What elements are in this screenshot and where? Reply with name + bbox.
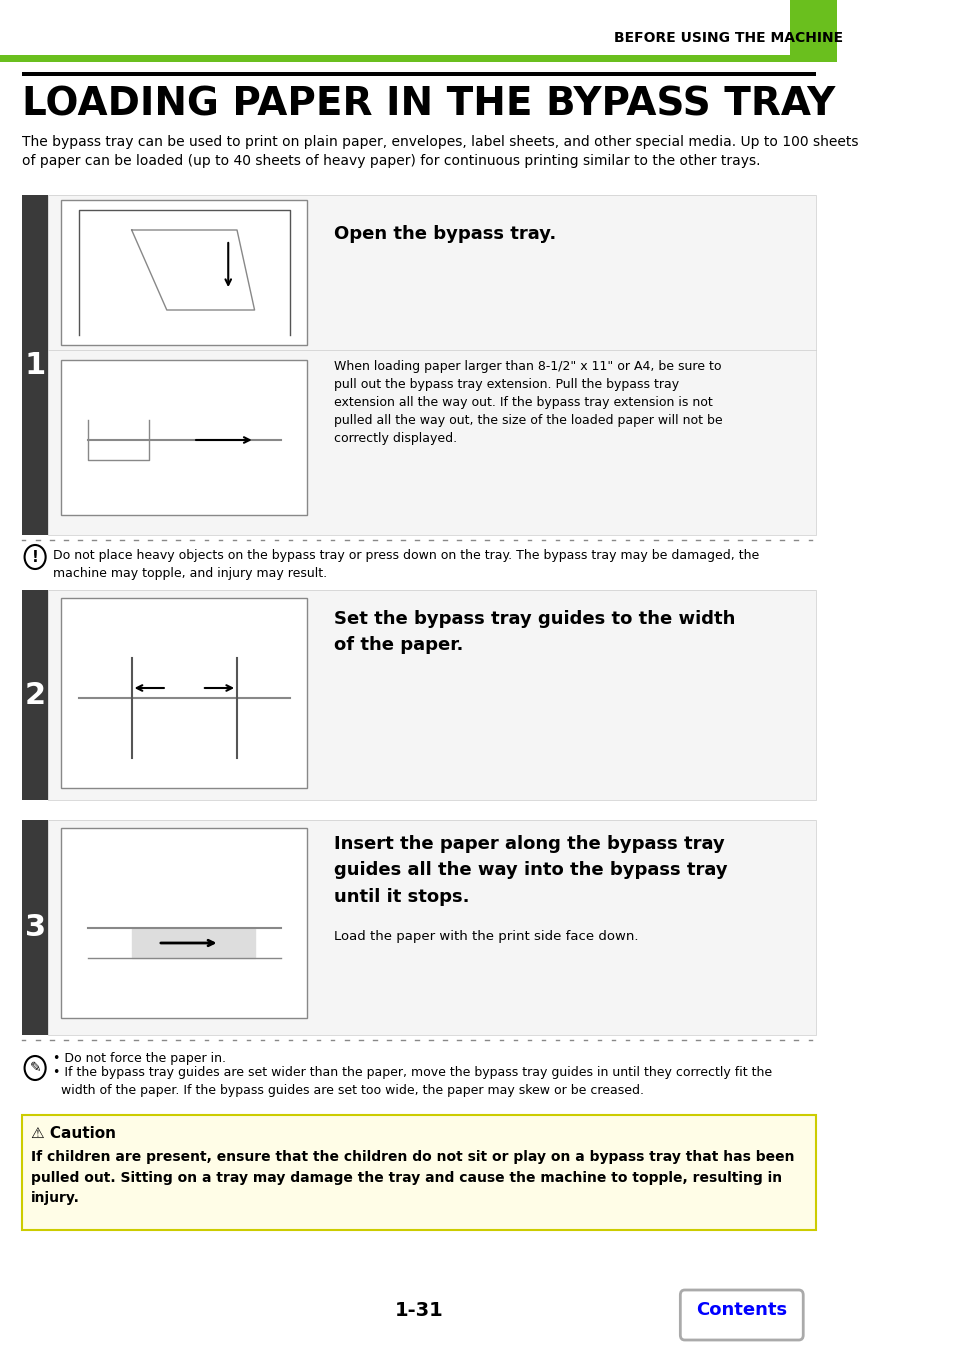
- Bar: [49, 819, 815, 1035]
- Bar: [61, 828, 307, 1018]
- Text: 2: 2: [25, 680, 46, 710]
- Bar: [49, 194, 815, 535]
- Text: !: !: [31, 549, 38, 564]
- Text: ✎: ✎: [30, 1061, 41, 1075]
- Text: Load the paper with the print side face down.: Load the paper with the print side face …: [334, 930, 638, 944]
- Bar: [789, 0, 837, 55]
- Circle shape: [25, 1056, 46, 1080]
- Text: ⚠ Caution: ⚠ Caution: [30, 1126, 115, 1141]
- Bar: [22, 590, 49, 801]
- Bar: [61, 598, 307, 788]
- Text: LOADING PAPER IN THE BYPASS TRAY: LOADING PAPER IN THE BYPASS TRAY: [22, 86, 834, 124]
- Bar: [22, 1115, 815, 1230]
- Text: Open the bypass tray.: Open the bypass tray.: [334, 225, 556, 243]
- Text: BEFORE USING THE MACHINE: BEFORE USING THE MACHINE: [614, 31, 842, 45]
- Text: 1: 1: [25, 351, 46, 379]
- Text: The bypass tray can be used to print on plain paper, envelopes, label sheets, an: The bypass tray can be used to print on …: [22, 135, 858, 169]
- Text: • If the bypass tray guides are set wider than the paper, move the bypass tray g: • If the bypass tray guides are set wide…: [52, 1066, 771, 1098]
- Bar: [49, 194, 815, 535]
- Text: Insert the paper along the bypass tray
guides all the way into the bypass tray
u: Insert the paper along the bypass tray g…: [334, 836, 726, 906]
- Bar: [22, 72, 815, 76]
- Text: 1-31: 1-31: [394, 1300, 442, 1319]
- Bar: [61, 200, 307, 346]
- Bar: [0, 55, 837, 62]
- Bar: [61, 200, 307, 346]
- Text: Set the bypass tray guides to the width
of the paper.: Set the bypass tray guides to the width …: [334, 610, 734, 655]
- Bar: [49, 819, 815, 1035]
- Text: When loading paper larger than 8-1/2" x 11" or A4, be sure to
pull out the bypas: When loading paper larger than 8-1/2" x …: [334, 360, 721, 446]
- Bar: [49, 590, 815, 801]
- FancyBboxPatch shape: [679, 1291, 802, 1341]
- Bar: [61, 828, 307, 1018]
- Bar: [22, 1115, 815, 1230]
- Bar: [22, 194, 49, 535]
- Text: • Do not force the paper in.: • Do not force the paper in.: [52, 1052, 226, 1065]
- Bar: [61, 598, 307, 788]
- Text: 3: 3: [25, 913, 46, 941]
- Bar: [61, 360, 307, 514]
- Circle shape: [25, 545, 46, 568]
- Text: If children are present, ensure that the children do not sit or play on a bypass: If children are present, ensure that the…: [30, 1150, 794, 1206]
- Bar: [61, 360, 307, 514]
- Bar: [22, 819, 49, 1035]
- Text: Contents: Contents: [696, 1301, 786, 1319]
- Text: Do not place heavy objects on the bypass tray or press down on the tray. The byp: Do not place heavy objects on the bypass…: [52, 549, 759, 580]
- Bar: [49, 590, 815, 801]
